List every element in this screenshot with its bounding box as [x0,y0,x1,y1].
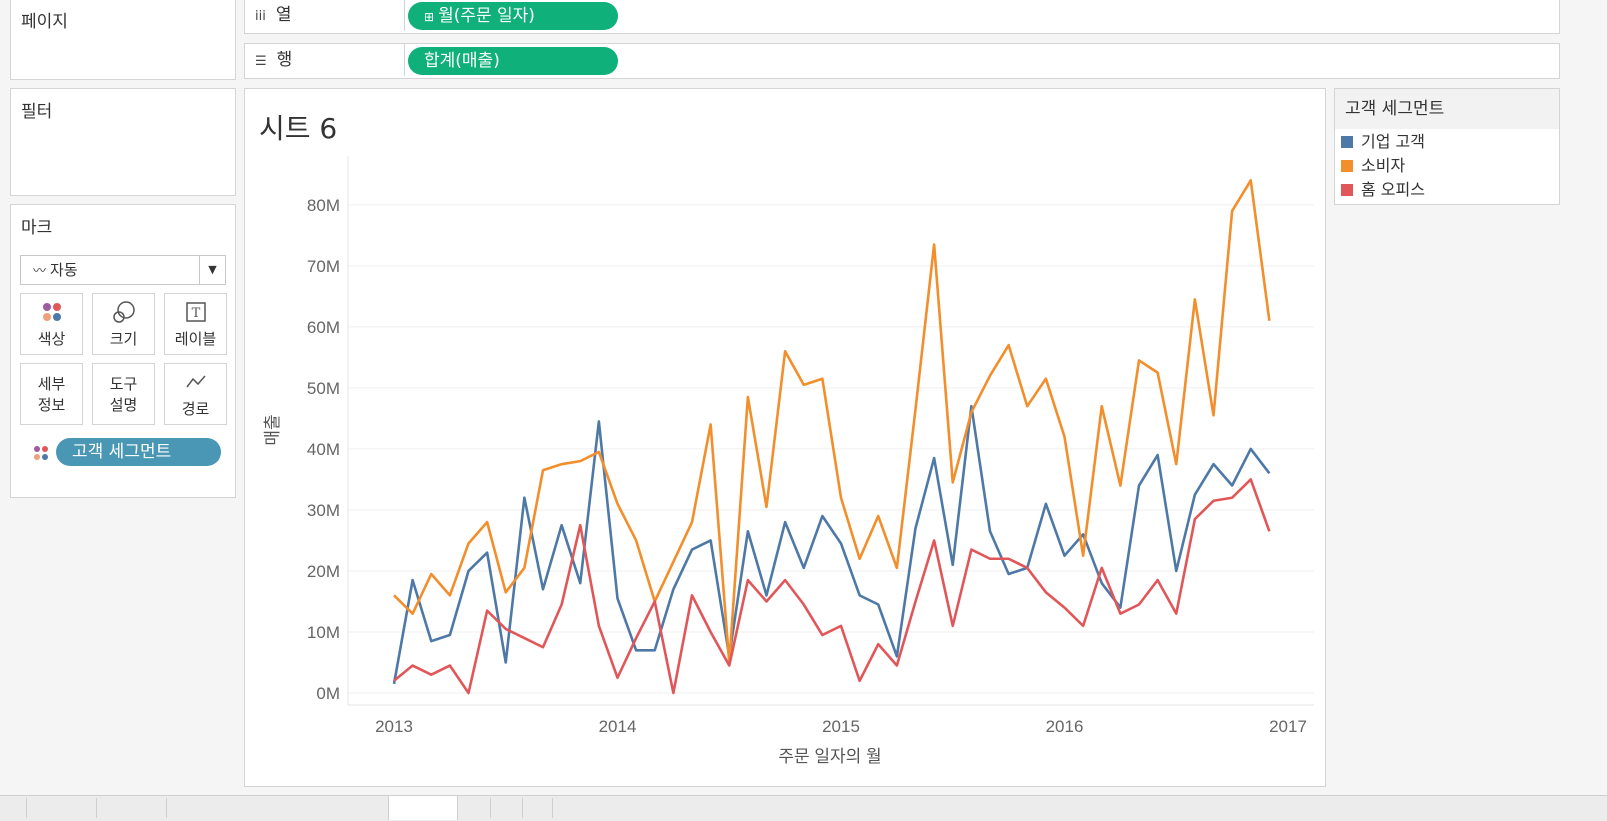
x-tick-label: 2017 [1269,717,1307,736]
columns-shelf[interactable]: iii 열 ⊞ 월(주문 일자) [244,0,1560,34]
sheet-tab-bar[interactable] [0,795,1607,821]
rows-shelf[interactable]: ☰ 행 합계(매출) [244,43,1560,79]
mark-type-value: 자동 [50,261,78,279]
y-tick-label: 80M [307,196,340,215]
columns-shelf-label: iii 열 [245,0,405,31]
x-tick-label: 2014 [599,717,637,736]
legend-item[interactable]: 기업 고객 [1341,131,1425,153]
marks-panel: 마크 〰 자동 ▼ 색상 크기 T 레이블 세부 정보 도구 설명 [10,204,236,498]
x-tick-label: 2016 [1046,717,1084,736]
x-tick-label: 2013 [375,717,413,736]
legend-swatch [1341,136,1353,148]
color-button-label: 색상 [37,330,66,348]
size-button[interactable]: 크기 [92,293,155,355]
tooltip-button-label-1: 도구 [109,375,138,393]
size-icon [93,300,154,328]
tab-divider [552,798,553,818]
x-axis-label: 주문 일자의 월 [778,747,881,766]
path-button[interactable]: 경로 [164,363,227,425]
y-tick-label: 30M [307,501,340,520]
y-tick-label: 20M [307,562,340,581]
tab-divider [522,798,523,818]
line-chart: 0M 10M 20M 30M 40M 50M 60M 70M 80M 2013 2014 2015 2… [263,156,1314,766]
y-tick-label: 70M [307,257,340,276]
color-pill-icon [33,445,49,465]
legend-item-label: 소비자 [1361,156,1406,175]
tab-divider [166,798,167,818]
tab-divider [96,798,97,818]
path-icon [165,370,226,398]
legend-swatch [1341,184,1353,196]
series-line[interactable] [392,404,1271,685]
legend-item-label: 기업 고객 [1361,132,1425,151]
detail-button-label-2: 정보 [37,396,66,414]
series-line[interactable] [393,179,1271,664]
color-dots-icon [21,300,82,328]
sum-sales-pill[interactable]: 합계(매출) [408,47,618,75]
tab-divider [26,798,27,818]
size-button-label: 크기 [109,330,138,348]
tooltip-button[interactable]: 도구 설명 [92,363,155,425]
y-tick-label: 60M [307,318,340,337]
detail-button-label-1: 세부 [37,375,66,393]
pages-panel-title: 페이지 [21,12,68,32]
path-button-label: 경로 [181,400,210,418]
pages-panel[interactable]: 페이지 [10,0,236,80]
mark-type-dropdown[interactable]: 〰 자동 ▼ [20,255,226,285]
svg-text:T: T [191,306,200,321]
rows-icon: ☰ [255,54,267,69]
expand-icon[interactable]: ⊞ [424,10,435,24]
segment-color-pill-label: 고객 세그먼트 [72,442,172,462]
color-button[interactable]: 색상 [20,293,83,355]
filters-panel[interactable]: 필터 [10,88,236,196]
series-line[interactable] [393,478,1271,695]
y-tick-label: 50M [307,379,340,398]
legend-title-text: 고객 세그먼트 [1345,99,1445,119]
y-tick-label: 10M [307,623,340,642]
segment-color-pill[interactable]: 고객 세그먼트 [56,438,221,466]
legend-item-label: 홈 오피스 [1361,180,1425,199]
y-axis-label: 매출 [263,414,282,445]
filters-panel-title: 필터 [21,102,53,122]
tab-divider [490,798,491,818]
legend-item[interactable]: 홈 오피스 [1341,179,1425,201]
columns-shelf-text: 열 [275,5,292,25]
tooltip-button-label-2: 설명 [109,396,138,414]
marks-panel-title: 마크 [21,218,53,238]
active-sheet-tab[interactable] [388,796,458,820]
month-order-date-pill[interactable]: ⊞ 월(주문 일자) [408,2,618,30]
legend-swatch [1341,160,1353,172]
rows-shelf-label: ☰ 행 [245,44,405,76]
legend-panel: 고객 세그먼트 기업 고객 소비자 홈 오피스 [1334,88,1560,205]
chevron-down-icon[interactable]: ▼ [199,256,225,284]
y-tick-label: 40M [307,440,340,459]
sheet-title: 시트 6 [259,112,338,145]
legend-item[interactable]: 소비자 [1341,155,1405,177]
rows-shelf-text: 행 [276,50,293,70]
label-button[interactable]: T 레이블 [164,293,227,355]
detail-button[interactable]: 세부 정보 [20,363,83,425]
columns-icon: iii [255,9,266,24]
label-button-label: 레이블 [174,330,217,348]
line-chart-icon: 〰 [33,264,47,279]
month-order-date-pill-label: 월(주문 일자) [438,6,535,26]
x-tick-label: 2015 [822,717,860,736]
y-tick-label: 0M [316,684,340,703]
sum-sales-pill-label: 합계(매출) [424,51,500,71]
legend-title[interactable]: 고객 세그먼트 [1335,89,1559,129]
text-label-icon: T [165,300,226,328]
